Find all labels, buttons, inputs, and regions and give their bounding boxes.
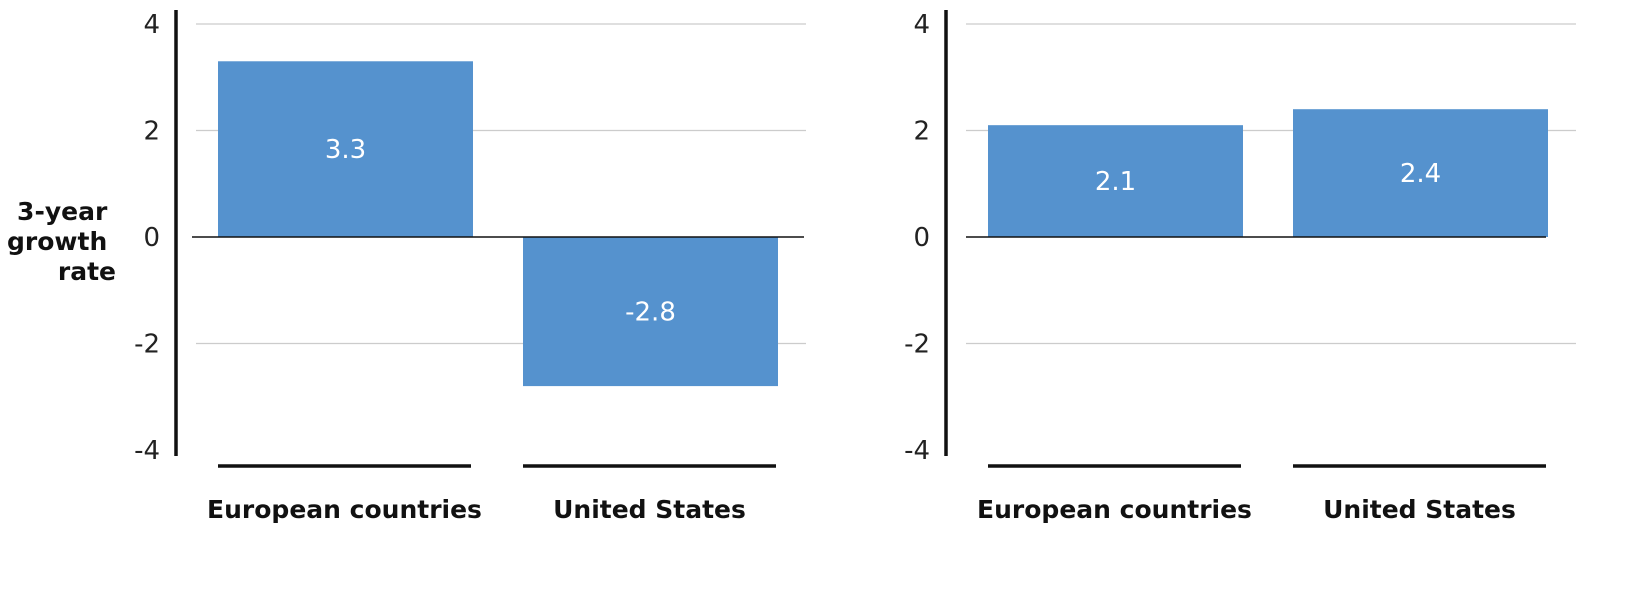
- y-tick-label: 2: [913, 117, 930, 147]
- y-axis-label: 3-year growth rate: [7, 197, 116, 286]
- y-axis-label-line-1: 3-year: [17, 197, 108, 226]
- bar: [1293, 109, 1548, 237]
- y-axis-label-line-3: rate: [58, 257, 116, 286]
- bar: [988, 125, 1243, 237]
- bar-data-label: 3.3: [325, 135, 366, 165]
- bar-data-label: 2.4: [1400, 159, 1441, 189]
- y-tick-label: -2: [904, 330, 930, 360]
- y-tick-label: -4: [904, 436, 930, 466]
- x-category-label: United States: [553, 495, 746, 524]
- y-axis-label-line-2: growth: [7, 227, 107, 256]
- y-tick-label: -4: [134, 436, 160, 466]
- chart-panel-left: 4 2 0 -2 -4 3.3 European countries -2.8 United S…: [134, 10, 806, 524]
- bar: [523, 237, 778, 387]
- bar-data-label: 2.1: [1095, 167, 1136, 197]
- y-tick-label: 2: [143, 117, 160, 147]
- bar: [218, 61, 473, 238]
- y-tick-label: 4: [143, 10, 160, 40]
- y-tick-label: 0: [913, 223, 930, 253]
- chart-panel-right: 4 2 0 -2 -4 2.1 European countries 2.4 United St…: [904, 10, 1576, 524]
- x-category-label: United States: [1323, 495, 1516, 524]
- x-category-label: European countries: [977, 495, 1252, 524]
- y-tick-label: -2: [134, 330, 160, 360]
- x-category-label: European countries: [207, 495, 482, 524]
- y-tick-label: 0: [143, 223, 160, 253]
- y-tick-label: 4: [913, 10, 930, 40]
- bar-data-label: -2.8: [625, 298, 676, 328]
